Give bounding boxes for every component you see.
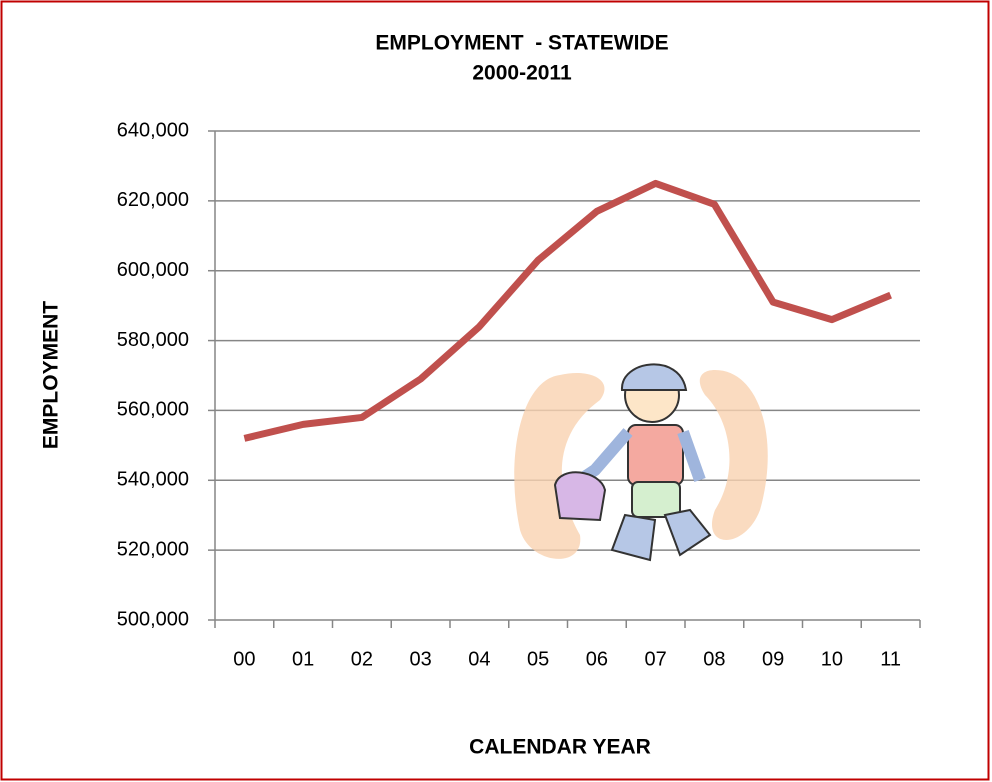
x-tick-label: 01 [292,648,314,670]
y-tick-label: 500,000 [117,608,189,630]
x-tick-label: 11 [880,648,901,670]
y-tick-label: 560,000 [117,399,189,421]
x-tick-label: 00 [233,648,255,670]
chart-title: EMPLOYMENT - STATEWIDE [375,32,668,55]
y-tick-label: 620,000 [117,189,189,211]
y-tick-label: 640,000 [117,119,189,141]
x-axis-label: CALENDAR YEAR [469,736,651,759]
y-tick-label: 600,000 [117,259,189,281]
x-tick-label: 06 [586,648,608,670]
x-tick-label: 09 [762,648,784,670]
x-tick-label: 10 [821,648,843,670]
chart: EMPLOYMENT - STATEWIDE 2000-2011 CALENDA… [0,0,992,782]
x-tick-label: 07 [645,648,667,670]
x-tick-label: 05 [527,648,549,670]
y-tick-label: 540,000 [117,469,189,491]
x-tick-label: 02 [351,648,373,670]
x-tick-label: 08 [703,648,725,670]
x-tick-label: 04 [468,648,490,670]
y-tick-label: 580,000 [117,329,189,351]
y-tick-label: 520,000 [117,538,189,560]
chart-subtitle: 2000-2011 [472,62,572,85]
worker-illustration [514,364,767,560]
x-tick-label: 03 [410,648,432,670]
y-axis-label: EMPLOYMENT [40,301,63,449]
